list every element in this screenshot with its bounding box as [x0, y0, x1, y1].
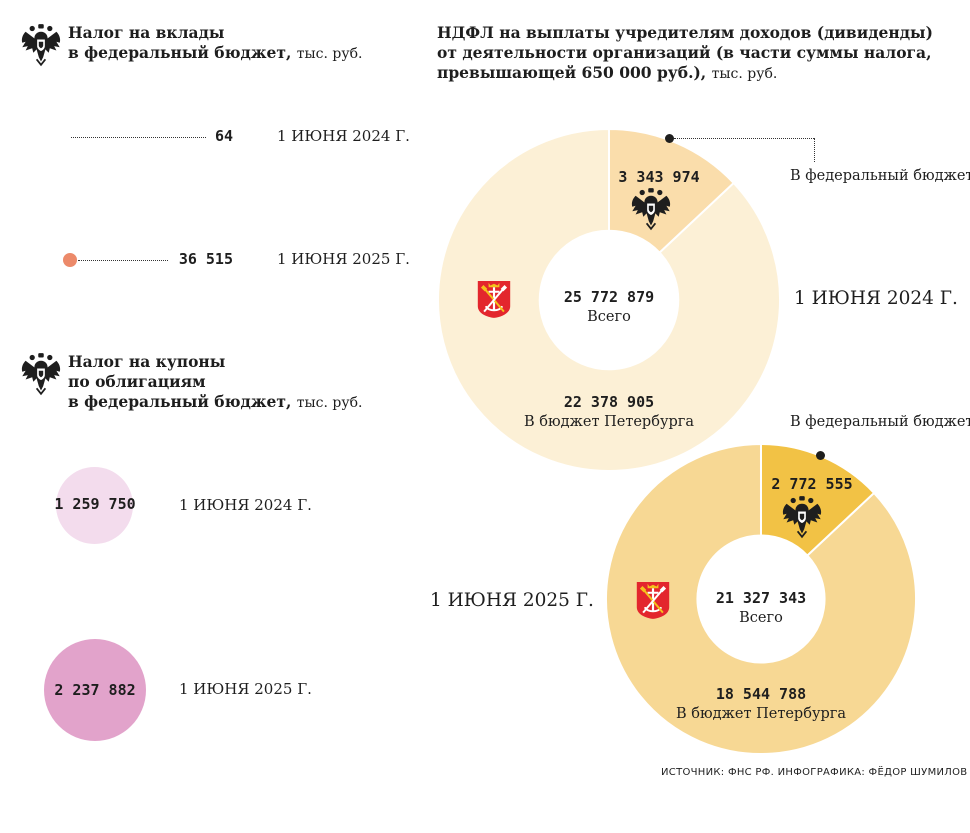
ndfl-title: НДФЛ на выплаты учредителям доходов (див… — [437, 23, 933, 82]
deposits-leader-2024 — [71, 137, 206, 138]
deposits-dot-2025 — [63, 253, 77, 267]
coupons-title: Налог на купоны по облигациям в федераль… — [68, 352, 363, 411]
donut-2024-federal-label: В федеральный бюджет — [790, 168, 970, 184]
donut-2025-federal-label: В федеральный бюджет — [790, 414, 970, 430]
donut-2025-federal-value: 2 772 555 — [771, 475, 853, 493]
donut-2024-federal-value: 3 343 974 — [618, 168, 700, 186]
donut-2024-slice-spb — [437, 128, 781, 472]
donut-2024 — [437, 128, 781, 472]
donut-2025-spb-label: В бюджет Петербурга — [676, 706, 846, 722]
donut-2024-date: 1 ИЮНЯ 2024 Г. — [794, 288, 958, 309]
donut-2024-leader-v — [814, 138, 815, 162]
coat-of-arms-russia-icon — [629, 187, 673, 231]
donut-2025-spb-value: 18 544 788 — [715, 685, 807, 703]
donut-2024-total-label: Всего — [587, 309, 631, 325]
coat-of-arms-russia-icon — [780, 495, 824, 539]
coupons-date-2024: 1 ИЮНЯ 2024 Г. — [179, 496, 312, 514]
donut-2025-leader-dot — [816, 451, 825, 460]
coat-of-arms-russia-icon — [19, 23, 63, 67]
donut-2025-total-value: 21 327 343 — [715, 589, 807, 607]
donut-2024-slice-federal — [608, 128, 736, 255]
source-credit: ИСТОЧНИК: ФНС РФ. ИНФОГРАФИКА: ФЁДОР ШУМ… — [661, 767, 968, 778]
donut-2024-leader-dot — [665, 134, 674, 143]
donut-2025-slice-spb — [605, 443, 917, 755]
donut-2025-total-label: Всего — [739, 610, 783, 626]
donut-2024-leader-h — [674, 138, 814, 139]
coupons-bubble-2024 — [56, 467, 133, 544]
coupons-bubble-2025 — [44, 639, 146, 741]
deposits-value-2024: 64 — [214, 127, 233, 145]
coupons-date-2025: 1 ИЮНЯ 2025 Г. — [179, 680, 312, 698]
coat-of-arms-spb-icon — [476, 278, 512, 320]
donut-2024-spb-label: В бюджет Петербурга — [524, 414, 694, 430]
deposits-value-2025: 36 515 — [178, 250, 233, 268]
deposits-leader-2025 — [78, 260, 168, 261]
deposits-date-2025: 1 ИЮНЯ 2025 Г. — [277, 250, 410, 268]
donut-2024-spb-value: 22 378 905 — [563, 393, 655, 411]
deposits-date-2024: 1 ИЮНЯ 2024 Г. — [277, 127, 410, 145]
deposits-title: Налог на вклады в федеральный бюджет, ты… — [68, 23, 363, 62]
donut-2025-date: 1 ИЮНЯ 2025 Г. — [430, 590, 594, 611]
coat-of-arms-russia-icon — [19, 352, 63, 396]
coupons-value-2025: 2 237 882 — [54, 681, 136, 699]
donut-2025-slice-federal — [760, 443, 876, 557]
coupons-value-2024: 1 259 750 — [54, 495, 136, 513]
donut-2025 — [605, 443, 917, 755]
coat-of-arms-spb-icon — [635, 579, 671, 621]
donut-2024-total-value: 25 772 879 — [563, 288, 655, 306]
